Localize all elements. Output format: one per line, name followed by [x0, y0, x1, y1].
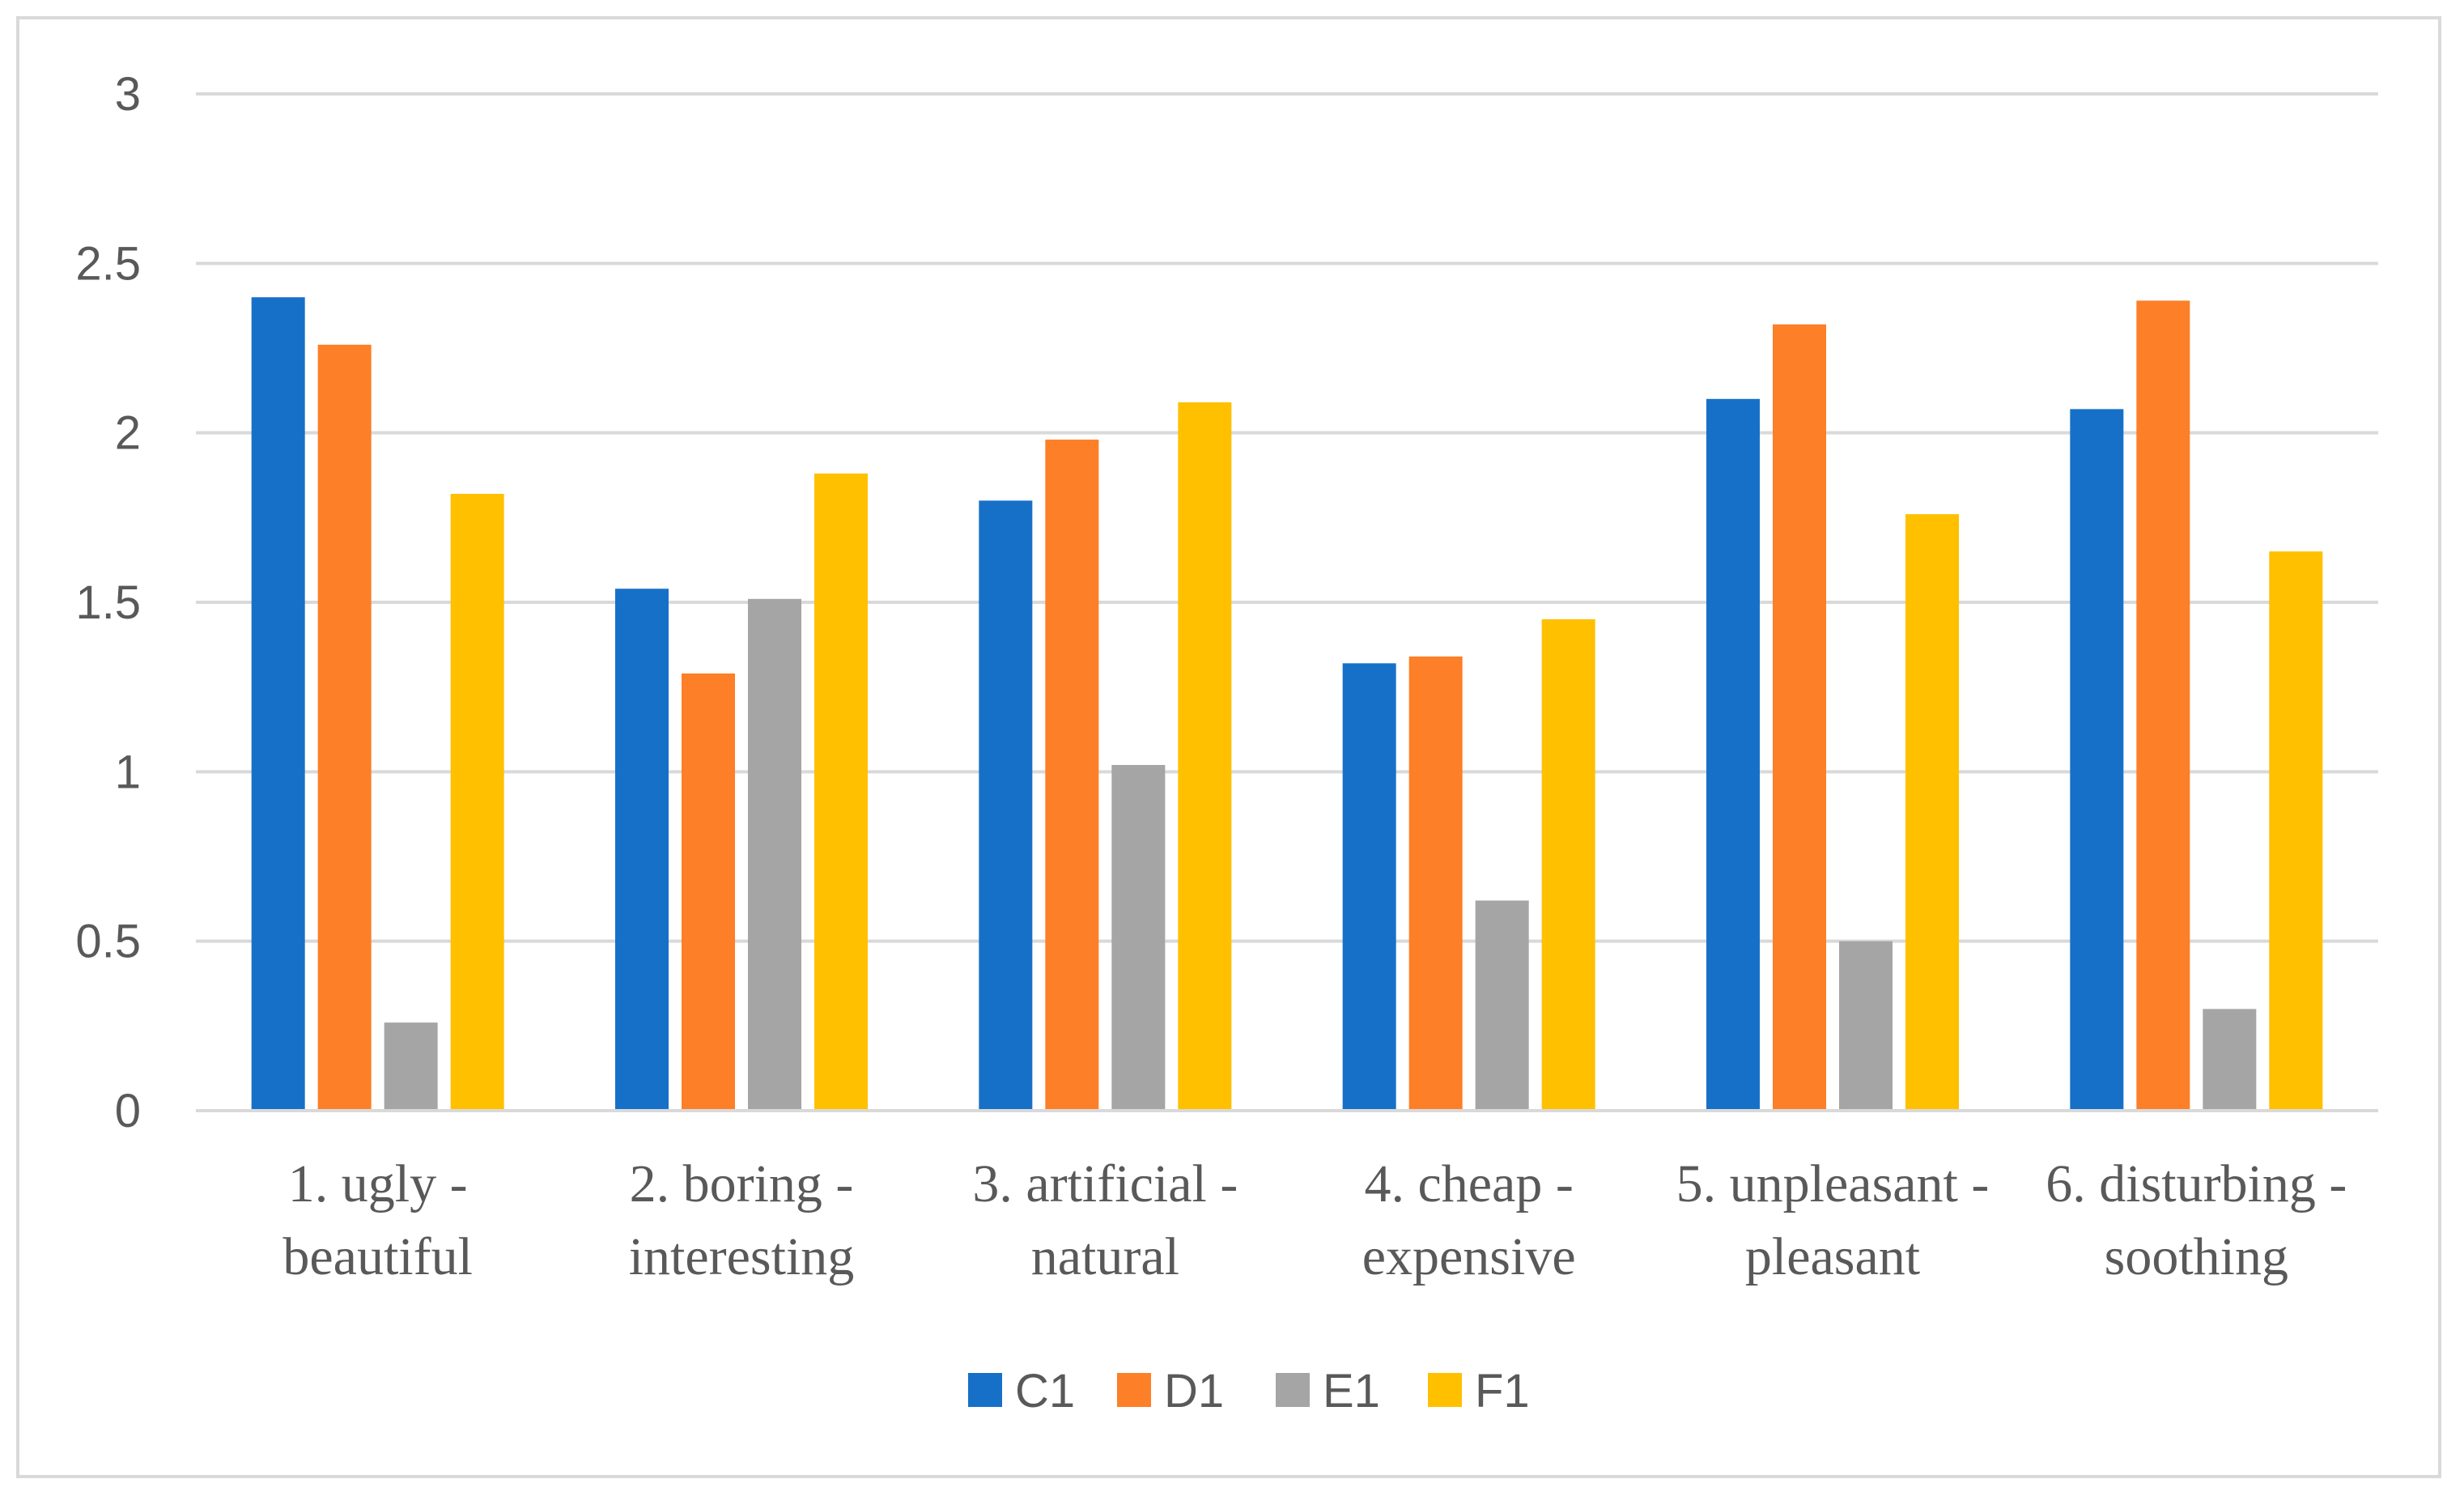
legend-swatch-e1 — [1276, 1373, 1310, 1407]
legend-swatch-c1 — [968, 1373, 1002, 1407]
bar-d1-4 — [1408, 656, 1463, 1111]
legend-label: C1 — [1015, 1365, 1075, 1417]
bars — [251, 297, 2323, 1111]
bar-c1-3 — [979, 500, 1033, 1111]
y-tick-label: 0.5 — [75, 916, 141, 968]
y-axis-ticks: 0 0.5 1 1.5 2 2.5 3 — [75, 68, 141, 1137]
x-category-label: soothing — [2105, 1227, 2288, 1286]
bar-f1-1 — [450, 494, 504, 1111]
y-tick-label: 0 — [115, 1085, 141, 1137]
x-category-label: 3. artificial - — [972, 1154, 1238, 1213]
bar-c1-5 — [1706, 398, 1760, 1111]
y-tick-label: 3 — [115, 68, 141, 121]
bar-d1-5 — [1773, 324, 1826, 1111]
legend-label: D1 — [1164, 1365, 1224, 1417]
x-category-label: interesting — [629, 1227, 855, 1286]
y-tick-label: 2 — [115, 407, 141, 460]
bar-c1-6 — [2070, 409, 2124, 1111]
bar-c1-1 — [251, 297, 305, 1111]
bar-d1-2 — [682, 673, 735, 1111]
bar-d1-6 — [2136, 300, 2190, 1111]
x-category-label: natural — [1031, 1227, 1179, 1286]
bar-c1-4 — [1342, 663, 1396, 1111]
bar-e1-4 — [1475, 900, 1529, 1111]
bar-d1-1 — [317, 344, 372, 1111]
y-tick-label: 2.5 — [75, 237, 141, 290]
y-tick-label: 1 — [115, 746, 141, 798]
bar-f1-5 — [1905, 514, 1959, 1111]
legend-swatch-f1 — [1428, 1373, 1462, 1407]
x-category-label: expensive — [1362, 1227, 1576, 1286]
bar-f1-3 — [1178, 402, 1232, 1111]
legend-swatch-d1 — [1117, 1373, 1151, 1407]
x-category-label: pleasant — [1745, 1227, 1920, 1286]
bar-chart: 0 0.5 1 1.5 2 2.5 3 1. ugly - beautiful 2. borin… — [75, 68, 2378, 1417]
bar-e1-5 — [1839, 941, 1893, 1111]
bar-e1-1 — [384, 1022, 438, 1111]
gridlines — [196, 92, 2378, 943]
x-axis-categories: 1. ugly - beautiful 2. boring - interesting… — [283, 1154, 2347, 1286]
x-category-label: 2. boring - — [630, 1154, 854, 1213]
legend-item-c1: C1 — [968, 1365, 1075, 1417]
x-category-label: 4. cheap - — [1364, 1154, 1573, 1213]
x-category-label: 5. unpleasant - — [1676, 1154, 1990, 1213]
x-category-label: 1. ugly - — [288, 1154, 468, 1213]
bar-f1-2 — [814, 473, 868, 1111]
bar-f1-4 — [1541, 618, 1595, 1111]
bar-f1-6 — [2269, 551, 2323, 1111]
legend-item-f1: F1 — [1428, 1365, 1530, 1417]
bar-d1-3 — [1045, 440, 1099, 1111]
y-tick-label: 1.5 — [75, 576, 141, 629]
bar-c1-2 — [615, 589, 669, 1111]
bar-e1-6 — [2203, 1009, 2257, 1111]
x-category-label: 6. disturbing - — [2046, 1154, 2347, 1213]
legend-item-e1: E1 — [1276, 1365, 1380, 1417]
legend-label: F1 — [1475, 1365, 1530, 1417]
x-category-label: beautiful — [283, 1227, 473, 1286]
chart-frame: 0 0.5 1 1.5 2 2.5 3 1. ugly - beautiful 2. borin… — [16, 16, 2441, 1478]
legend: C1 D1 E1 F1 — [968, 1365, 1530, 1417]
legend-label: E1 — [1323, 1365, 1380, 1417]
bar-e1-2 — [748, 598, 801, 1111]
legend-item-d1: D1 — [1117, 1365, 1224, 1417]
bar-e1-3 — [1111, 764, 1166, 1111]
